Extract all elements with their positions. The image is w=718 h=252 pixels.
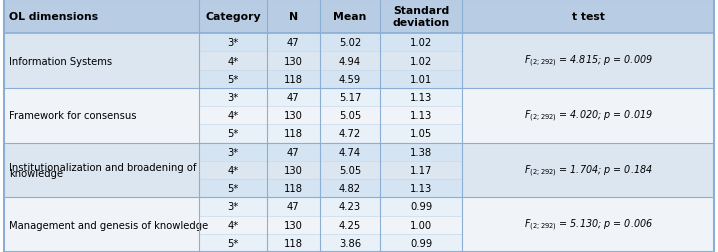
Text: $F_{(2;292)}$ = 4.815; $p$ = 0.009: $F_{(2;292)}$ = 4.815; $p$ = 0.009	[524, 54, 653, 69]
Text: N: N	[289, 12, 298, 22]
Bar	[199, 107, 462, 125]
Text: 1.01: 1.01	[410, 74, 432, 84]
Text: 1.02: 1.02	[410, 38, 432, 48]
Text: 4.82: 4.82	[339, 183, 361, 193]
Text: 5.05: 5.05	[339, 165, 361, 175]
Text: 1.02: 1.02	[410, 56, 432, 66]
Text: 118: 118	[284, 238, 303, 248]
Text: 4*: 4*	[227, 165, 238, 175]
Bar	[462, 88, 714, 143]
Bar	[4, 198, 199, 252]
Text: 1.00: 1.00	[410, 220, 432, 230]
Bar	[462, 198, 714, 252]
Text: 1.38: 1.38	[410, 147, 432, 157]
Text: 3*: 3*	[227, 38, 238, 48]
Text: Framework for consensus: Framework for consensus	[9, 111, 137, 121]
Text: $F_{(2;292)}$ = 4.020; $p$ = 0.019: $F_{(2;292)}$ = 4.020; $p$ = 0.019	[523, 108, 653, 123]
Text: 47: 47	[287, 202, 299, 212]
Bar	[462, 34, 714, 88]
Text: 47: 47	[287, 38, 299, 48]
Text: Institutionalization and broadening of: Institutionalization and broadening of	[9, 162, 197, 172]
Text: 1.05: 1.05	[410, 129, 432, 139]
Bar	[199, 161, 462, 179]
Bar	[199, 125, 462, 143]
Text: 47: 47	[287, 147, 299, 157]
Text: 5*: 5*	[227, 183, 238, 193]
Text: 4.72: 4.72	[339, 129, 361, 139]
Text: Information Systems: Information Systems	[9, 56, 113, 66]
Bar	[199, 88, 462, 107]
Text: 130: 130	[284, 165, 303, 175]
Text: t test: t test	[572, 12, 605, 22]
Text: 4.23: 4.23	[339, 202, 361, 212]
Text: 1.13: 1.13	[410, 93, 432, 103]
Text: 1.17: 1.17	[410, 165, 432, 175]
Text: 4.74: 4.74	[339, 147, 361, 157]
Bar	[199, 34, 462, 52]
Text: 4*: 4*	[227, 56, 238, 66]
Text: 118: 118	[284, 183, 303, 193]
Bar	[199, 143, 462, 161]
Text: 1.13: 1.13	[410, 111, 432, 121]
Bar	[199, 234, 462, 252]
Text: 130: 130	[284, 220, 303, 230]
Text: 4.94: 4.94	[339, 56, 361, 66]
Text: 4.25: 4.25	[339, 220, 361, 230]
Text: 3*: 3*	[227, 202, 238, 212]
Bar	[4, 88, 199, 143]
Text: 118: 118	[284, 74, 303, 84]
Text: 1.13: 1.13	[410, 183, 432, 193]
Bar	[462, 143, 714, 198]
Text: 5*: 5*	[227, 74, 238, 84]
Text: Standard
deviation: Standard deviation	[393, 6, 449, 28]
Bar	[199, 198, 462, 216]
Text: 5*: 5*	[227, 129, 238, 139]
Text: Mean: Mean	[333, 12, 367, 22]
Text: 3*: 3*	[227, 93, 238, 103]
Text: knowledge: knowledge	[9, 169, 63, 178]
Text: 0.99: 0.99	[410, 238, 432, 248]
Text: 47: 47	[287, 93, 299, 103]
Text: 5*: 5*	[227, 238, 238, 248]
Text: 0.99: 0.99	[410, 202, 432, 212]
Bar	[199, 179, 462, 198]
Text: 3*: 3*	[227, 147, 238, 157]
Text: 4.59: 4.59	[339, 74, 361, 84]
Text: 130: 130	[284, 111, 303, 121]
Text: 3.86: 3.86	[339, 238, 361, 248]
Bar	[4, 0, 714, 34]
Text: 4*: 4*	[227, 111, 238, 121]
Text: 5.17: 5.17	[339, 93, 361, 103]
Bar	[4, 143, 199, 198]
Text: 118: 118	[284, 129, 303, 139]
Bar	[199, 70, 462, 88]
Bar	[199, 52, 462, 70]
Text: Management and genesis of knowledge: Management and genesis of knowledge	[9, 220, 209, 230]
Text: OL dimensions: OL dimensions	[9, 12, 98, 22]
Text: 4*: 4*	[227, 220, 238, 230]
Text: $F_{(2;292)}$ = 5.130; $p$ = 0.006: $F_{(2;292)}$ = 5.130; $p$ = 0.006	[523, 217, 653, 232]
Text: $F_{(2;292)}$ = 1.704; $p$ = 0.184: $F_{(2;292)}$ = 1.704; $p$ = 0.184	[524, 163, 653, 178]
Text: 130: 130	[284, 56, 303, 66]
Bar	[4, 34, 199, 88]
Text: 5.05: 5.05	[339, 111, 361, 121]
Text: 5.02: 5.02	[339, 38, 361, 48]
Bar	[199, 216, 462, 234]
Text: Category: Category	[205, 12, 261, 22]
